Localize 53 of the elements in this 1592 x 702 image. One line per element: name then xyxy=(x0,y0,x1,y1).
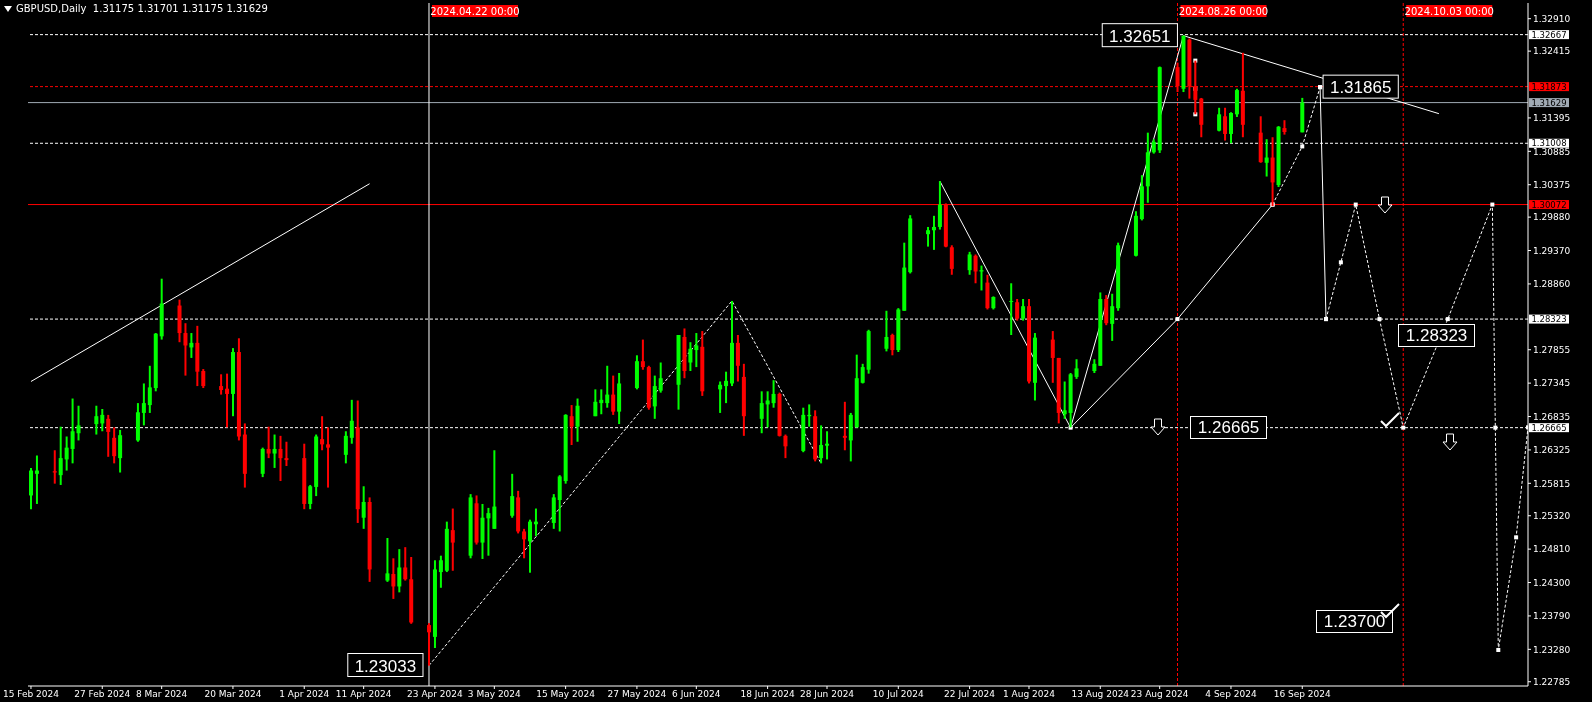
y-tick-label: 1.29880 xyxy=(1533,212,1571,223)
x-tick-label: 23 Aug 2024 xyxy=(1130,689,1189,700)
y-tick-label: 1.25320 xyxy=(1533,510,1571,521)
x-tick-label: 23 Apr 2024 xyxy=(407,689,464,700)
chart-title: GBPUSD,Daily 1.31175 1.31701 1.31175 1.31629 xyxy=(16,3,268,14)
ref-line-label: 1.31008 xyxy=(1531,138,1567,149)
ref-line-label: 1.30072 xyxy=(1531,199,1567,210)
x-tick-label: 18 Jun 2024 xyxy=(740,689,795,700)
y-tick-label: 1.27855 xyxy=(1533,344,1571,355)
y-tick-label: 1.25815 xyxy=(1533,478,1571,489)
y-tick-label: 1.24810 xyxy=(1533,544,1571,555)
x-tick-label: 27 May 2024 xyxy=(607,689,667,700)
ref-line-label: 1.31629 xyxy=(1531,97,1567,108)
y-tick-label: 1.29370 xyxy=(1533,245,1571,256)
x-tick-label: 27 Feb 2024 xyxy=(74,689,131,700)
x-tick-label: 15 May 2024 xyxy=(536,689,596,700)
x-tick-label: 10 Jul 2024 xyxy=(872,689,925,700)
x-tick-label: 8 Mar 2024 xyxy=(135,689,188,700)
x-tick-label: 11 Apr 2024 xyxy=(335,689,392,700)
x-tick-label: 6 Jun 2024 xyxy=(672,689,721,700)
y-tick-label: 1.28860 xyxy=(1533,279,1571,290)
annotation: 1.28323 xyxy=(1398,324,1476,347)
y-tick-label: 1.24300 xyxy=(1533,577,1571,588)
annotation: 1.23700 xyxy=(1316,610,1394,633)
x-tick-label: 16 Sep 2024 xyxy=(1273,689,1332,700)
x-tick-label: 22 Jul 2024 xyxy=(944,689,996,700)
y-tick-label: 1.30885 xyxy=(1533,146,1571,157)
x-tick-label: 28 Jun 2024 xyxy=(799,689,855,700)
y-tick-label: 1.30375 xyxy=(1533,179,1571,190)
x-tick-label: 13 Aug 2024 xyxy=(1071,689,1130,700)
annotation: 1.32651 xyxy=(1109,26,1171,46)
y-tick-label: 1.26325 xyxy=(1533,445,1571,456)
x-tick-label: 1 Apr 2024 xyxy=(279,689,330,700)
ref-line-label: 1.31873 xyxy=(1531,81,1567,92)
y-tick-label: 1.32910 xyxy=(1533,13,1571,24)
ref-line-label: 1.32667 xyxy=(1531,29,1567,40)
y-tick-label: 1.22785 xyxy=(1533,676,1571,687)
x-tick-label: 4 Sep 2024 xyxy=(1205,689,1257,700)
y-tick-label: 1.32415 xyxy=(1533,46,1571,57)
annotation: 1.23033 xyxy=(354,656,417,676)
y-tick-label: 1.23790 xyxy=(1533,611,1571,622)
y-tick-label: 1.31395 xyxy=(1533,113,1571,124)
y-tick-label: 1.27345 xyxy=(1533,378,1571,389)
ref-line-label: 1.28323 xyxy=(1531,314,1567,325)
x-tick-label: 15 Feb 2024 xyxy=(2,689,60,700)
ref-line-label: 1.26665 xyxy=(1531,422,1567,433)
x-tick-label: 20 Mar 2024 xyxy=(204,689,262,700)
x-tick-label: 3 May 2024 xyxy=(467,689,522,700)
annotation: 1.26665 xyxy=(1190,416,1268,439)
annotation: 1.31865 xyxy=(1329,78,1392,98)
y-tick-label: 1.26835 xyxy=(1533,411,1571,422)
x-tick-label: 1 Aug 2024 xyxy=(1003,689,1056,700)
y-tick-label: 1.23280 xyxy=(1533,644,1571,655)
